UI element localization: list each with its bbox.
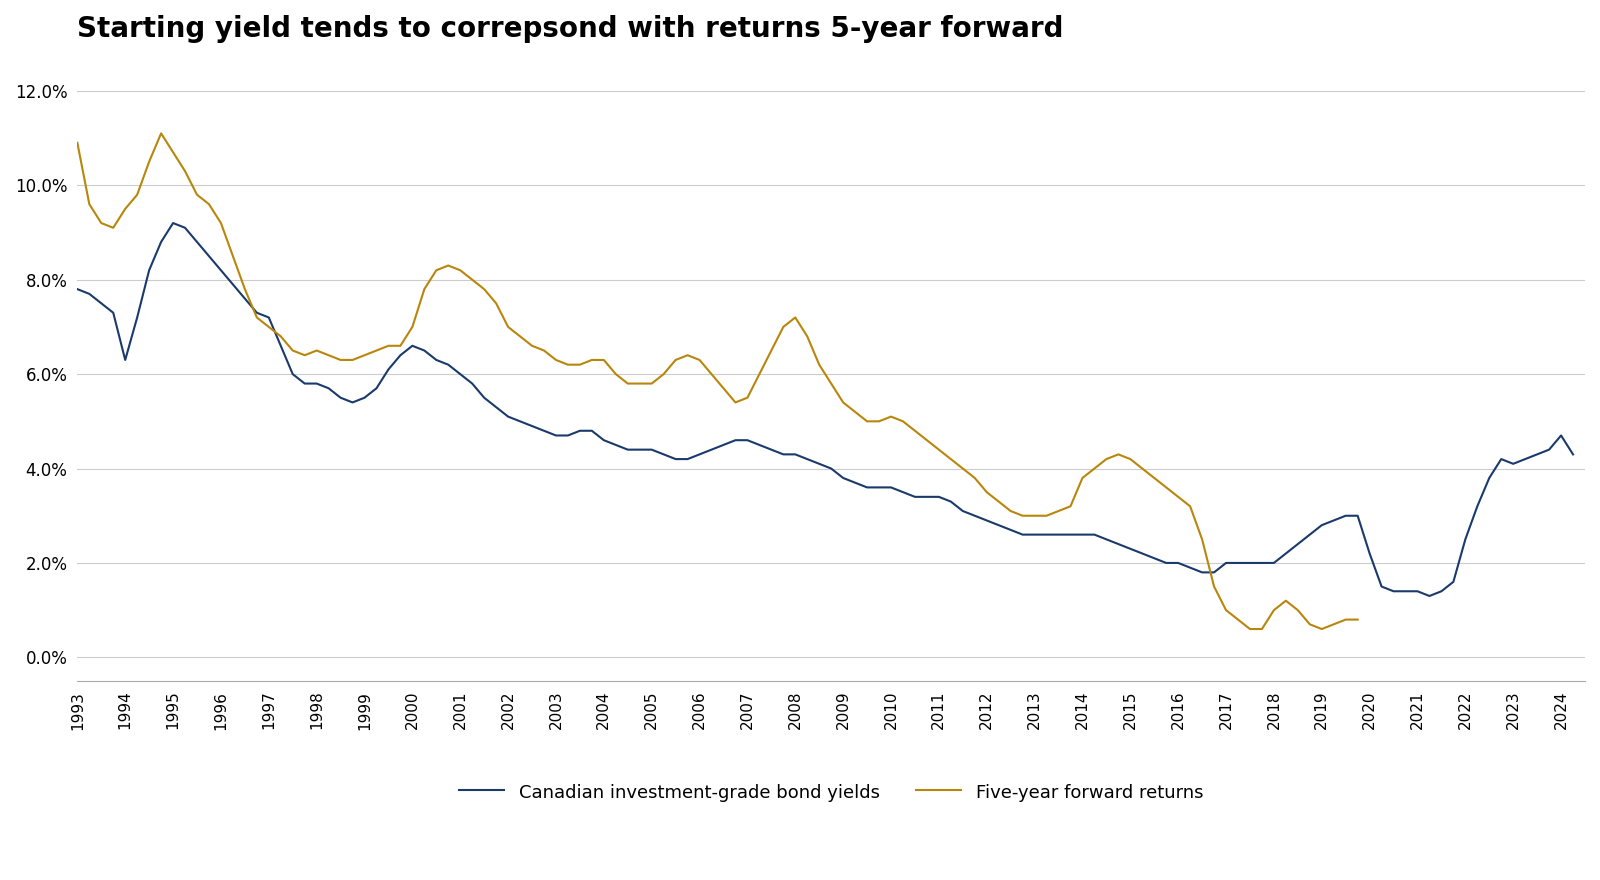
Five-year forward returns <box>1181 501 1200 511</box>
Five-year forward returns <box>1205 582 1224 592</box>
Line: Canadian investment-grade bond yields: Canadian investment-grade bond yields <box>77 223 1573 596</box>
Five-year forward returns <box>1349 614 1368 625</box>
Five-year forward returns <box>211 217 230 228</box>
Canadian investment-grade bond yields <box>67 284 86 295</box>
Canadian investment-grade bond yields <box>1002 524 1021 535</box>
Line: Five-year forward returns: Five-year forward returns <box>77 134 1358 629</box>
Canadian investment-grade bond yields <box>462 378 482 389</box>
Five-year forward returns <box>152 128 171 139</box>
Five-year forward returns <box>1240 624 1259 634</box>
Text: Starting yield tends to correpsond with returns 5-year forward: Starting yield tends to correpsond with … <box>77 15 1064 43</box>
Five-year forward returns <box>283 345 302 356</box>
Five-year forward returns <box>1096 454 1115 465</box>
Canadian investment-grade bond yields <box>786 449 805 459</box>
Canadian investment-grade bond yields <box>176 223 195 233</box>
Canadian investment-grade bond yields <box>163 217 182 228</box>
Canadian investment-grade bond yields <box>1074 530 1093 540</box>
Five-year forward returns <box>67 137 86 148</box>
Legend: Canadian investment-grade bond yields, Five-year forward returns: Canadian investment-grade bond yields, F… <box>453 775 1210 809</box>
Five-year forward returns <box>678 350 698 361</box>
Canadian investment-grade bond yields <box>965 510 984 521</box>
Canadian investment-grade bond yields <box>1563 449 1582 459</box>
Canadian investment-grade bond yields <box>1419 590 1438 601</box>
